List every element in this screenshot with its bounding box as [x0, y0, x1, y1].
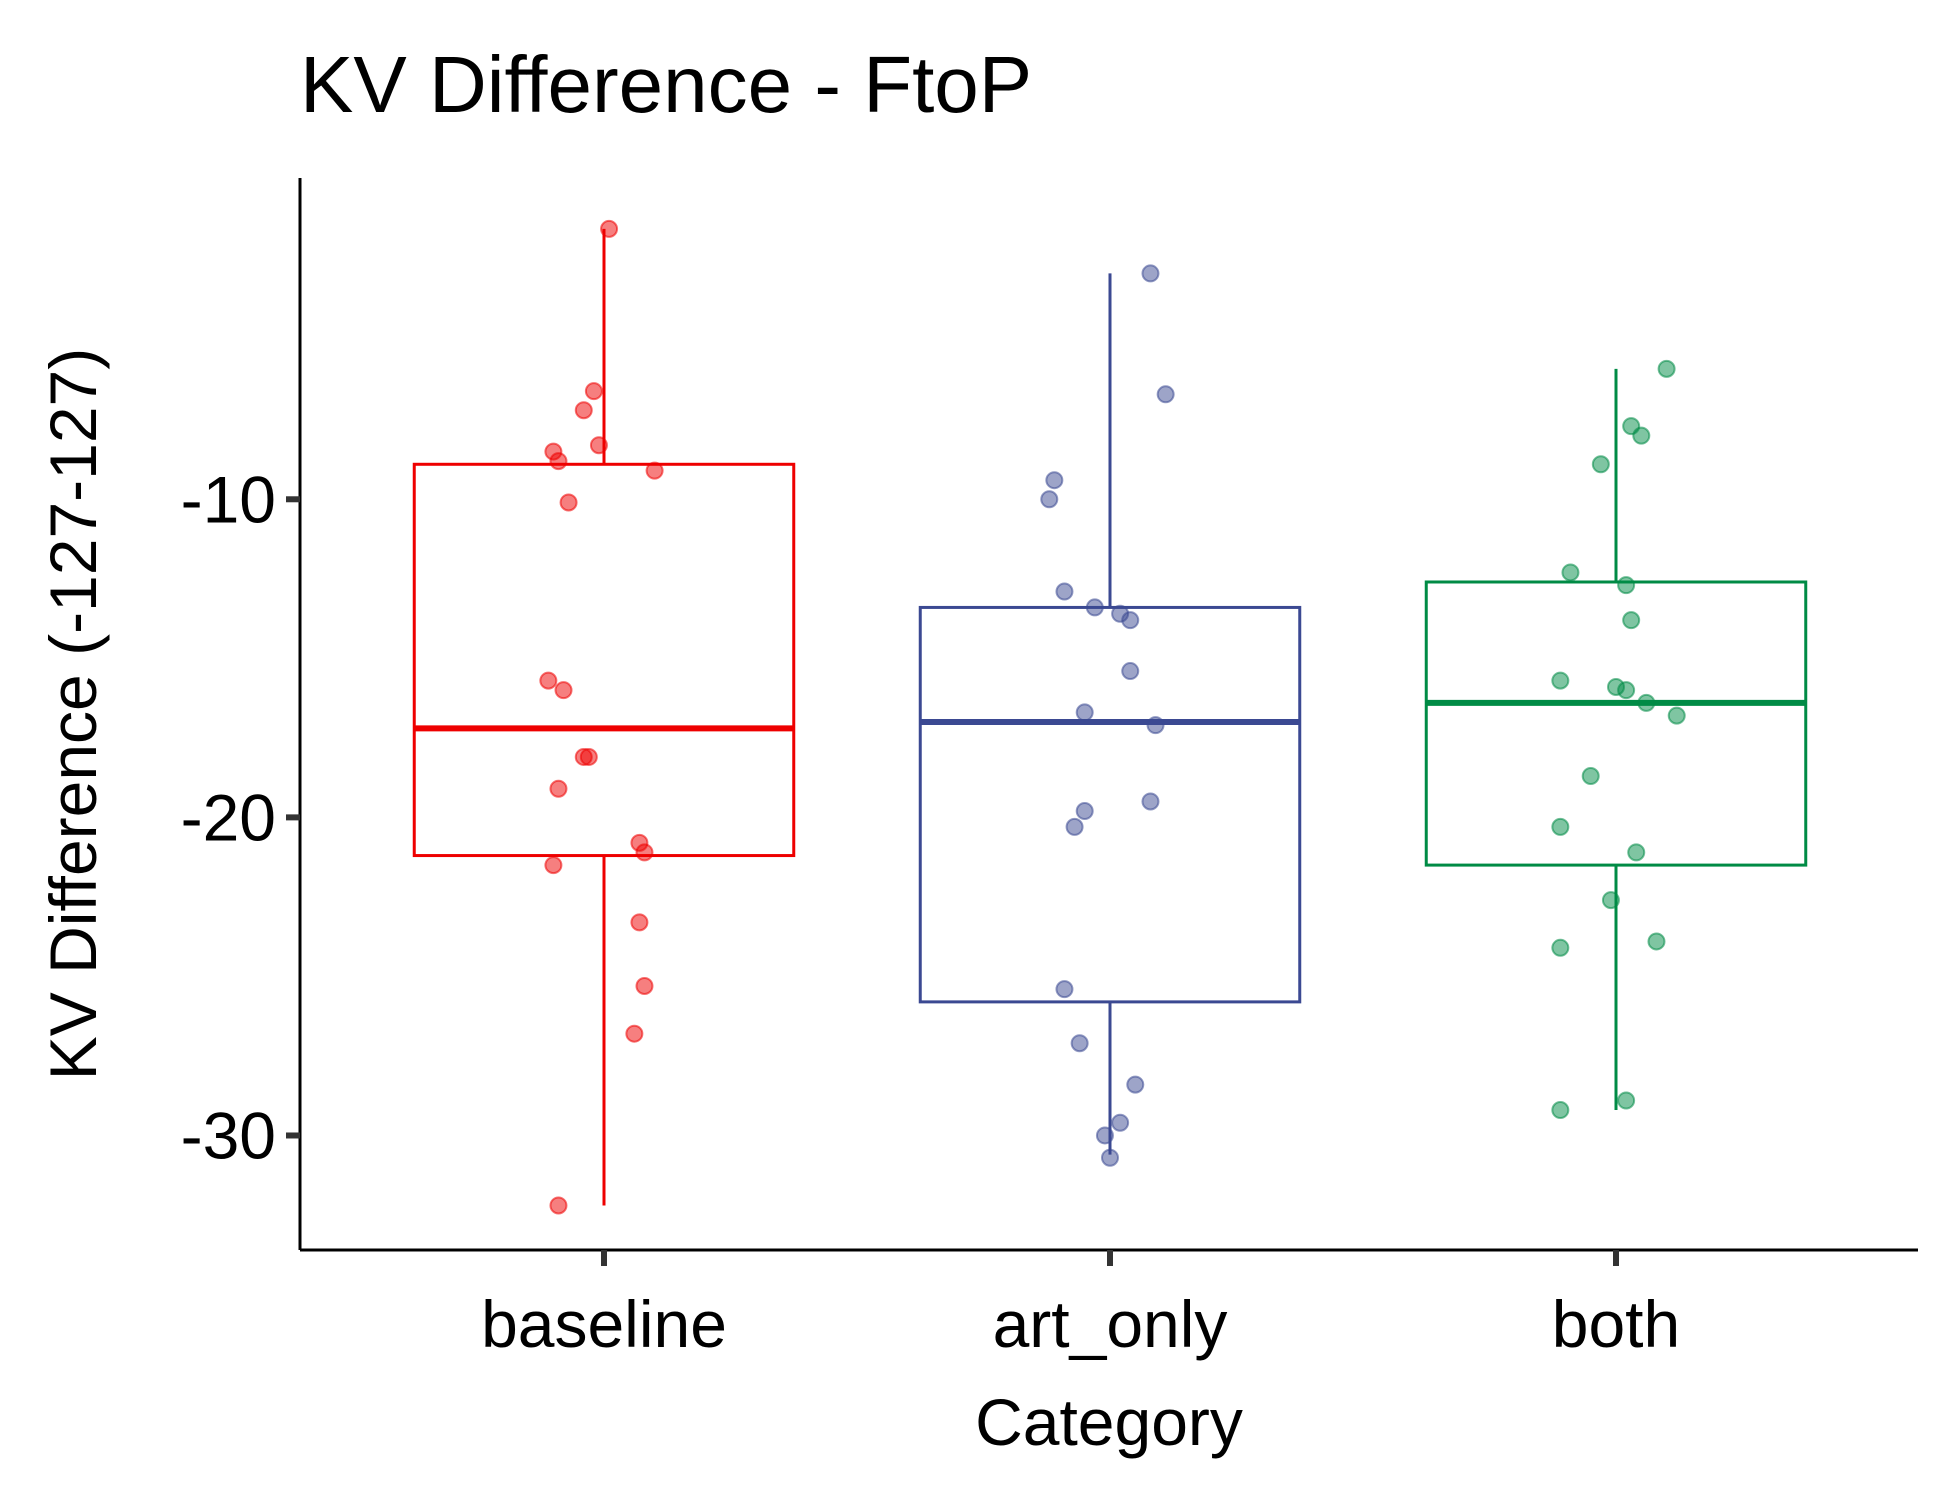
chart-title: KV Difference - FtoP: [300, 40, 1032, 129]
x-axis-ticks: baseline art_only both: [481, 1250, 1680, 1361]
box-rect-baseline: [412, 462, 796, 858]
point-both: [1617, 576, 1636, 595]
point-baseline: [635, 843, 654, 862]
point-both: [1657, 359, 1676, 378]
point-art_only: [1141, 792, 1160, 811]
x-tick-label-art_only: art_only: [993, 1287, 1228, 1361]
plot-area: [412, 219, 1808, 1215]
data-points: [539, 219, 1686, 1215]
point-art_only: [1146, 716, 1165, 735]
point-both: [1561, 563, 1580, 582]
point-baseline: [574, 401, 593, 420]
point-both: [1591, 455, 1610, 474]
point-art_only: [1075, 703, 1094, 722]
point-both: [1617, 1091, 1636, 1110]
point-both: [1551, 671, 1570, 690]
x-tick-label-baseline: baseline: [481, 1287, 727, 1361]
point-both: [1632, 426, 1651, 445]
point-baseline: [630, 913, 649, 932]
point-both: [1551, 817, 1570, 836]
point-both: [1637, 693, 1656, 712]
point-art_only: [1075, 802, 1094, 821]
point-art_only: [1085, 598, 1104, 617]
point-baseline: [549, 452, 568, 471]
y-tick-label: -10: [181, 462, 276, 536]
point-both: [1617, 681, 1636, 700]
point-both: [1581, 767, 1600, 786]
point-art_only: [1101, 1148, 1119, 1167]
point-baseline: [589, 436, 608, 455]
point-both: [1667, 706, 1686, 725]
box-art_only: [918, 273, 1302, 1155]
point-art_only: [1126, 1075, 1145, 1094]
point-both: [1551, 938, 1570, 957]
point-art_only: [1070, 1034, 1089, 1053]
y-axis-ticks: -10 -20 -30: [181, 462, 300, 1172]
point-baseline: [600, 219, 619, 238]
y-tick-label: -30: [181, 1098, 276, 1172]
point-baseline: [539, 671, 558, 690]
point-both: [1622, 611, 1641, 630]
point-baseline: [625, 1024, 644, 1043]
x-tick-label-both: both: [1552, 1287, 1680, 1361]
point-baseline: [579, 747, 598, 766]
point-art_only: [1111, 1113, 1130, 1132]
point-both: [1551, 1101, 1570, 1120]
point-art_only: [1065, 817, 1084, 836]
point-baseline: [584, 382, 603, 401]
box-rect-both: [1424, 580, 1808, 867]
y-axis-label: KV Difference (-127-127): [36, 348, 110, 1080]
point-baseline: [559, 493, 578, 512]
point-art_only: [1045, 471, 1064, 490]
point-both: [1601, 891, 1620, 910]
point-art_only: [1156, 385, 1175, 404]
point-art_only: [1040, 490, 1059, 509]
point-baseline: [635, 976, 654, 995]
point-both: [1647, 932, 1666, 951]
point-baseline: [549, 1196, 568, 1215]
point-art_only: [1095, 1126, 1114, 1145]
y-tick-label: -20: [181, 780, 276, 854]
box-both: [1424, 368, 1808, 1111]
point-art_only: [1121, 611, 1140, 630]
point-baseline: [549, 779, 568, 798]
x-axis-label: Category: [975, 1385, 1243, 1459]
point-art_only: [1055, 582, 1074, 601]
point-art_only: [1141, 264, 1160, 283]
point-art_only: [1121, 662, 1140, 681]
point-baseline: [645, 461, 664, 480]
point-both: [1627, 843, 1646, 862]
point-art_only: [1055, 980, 1074, 999]
box-rect-art_only: [918, 605, 1302, 1004]
box-baseline: [412, 228, 796, 1206]
point-baseline: [554, 681, 573, 700]
point-baseline: [544, 856, 563, 875]
